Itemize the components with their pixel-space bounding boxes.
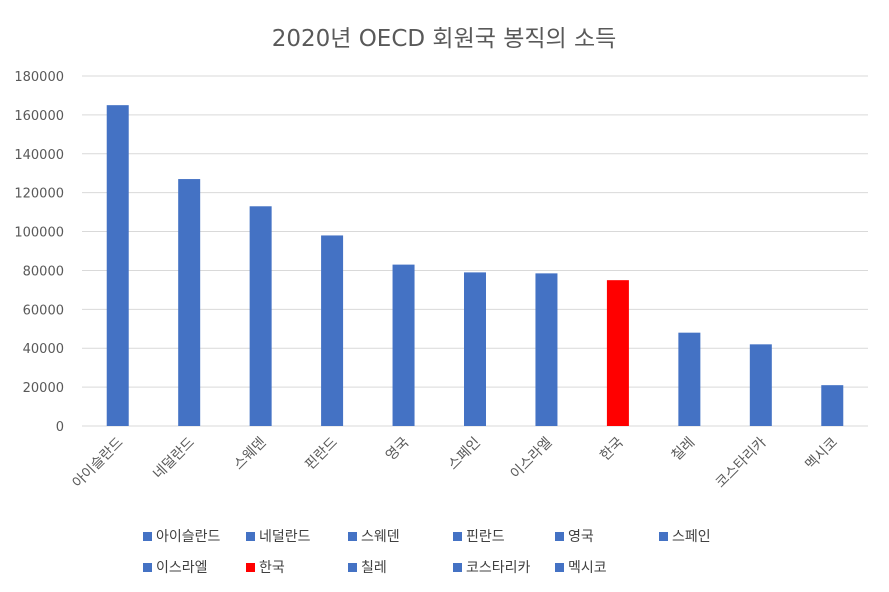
x-tick-label: 칠레 [669,435,699,465]
y-tick-label: 120000 [14,187,64,202]
legend-label: 핀란드 [466,529,505,545]
legend-swatch [246,532,255,541]
y-tick-label: 80000 [23,264,64,279]
bar [821,385,844,426]
legend-label: 영국 [568,529,594,545]
bar [392,264,415,426]
legend-swatch [453,563,462,572]
legend-label: 네덜란드 [259,529,311,545]
y-tick-label: 140000 [14,148,64,163]
x-tick-label: 한국 [597,434,627,464]
legend-label: 스페인 [672,529,711,545]
legend-label: 이스라엘 [156,560,208,576]
x-tick-label: 네덜란드 [150,434,198,482]
x-axis-ticks: 아이슬란드 네덜란드 스웨덴 핀란드 영국 스페인 이스라엘 한국 칠레 코스타리카 멕시코 [70,434,841,491]
legend-swatch [246,563,255,572]
x-tick-label: 영국 [383,434,413,464]
x-tick-label: 멕시코 [802,434,841,473]
bar [464,272,486,426]
legend-label: 칠레 [361,560,387,576]
bar [535,273,558,426]
legend-swatch [348,532,357,541]
legend-swatch [555,532,564,541]
bar [678,332,701,426]
y-tick-label: 0 [56,420,64,435]
legend-label: 스웨덴 [361,529,400,545]
bars [106,105,844,427]
legend-swatch [555,563,564,572]
y-tick-label: 20000 [23,381,64,396]
x-tick-label: 아이슬란드 [70,434,127,491]
y-tick-label: 180000 [14,70,64,85]
legend-swatch [453,532,462,541]
legend-swatch [143,563,152,572]
bar [321,235,344,426]
gridlines [82,75,868,427]
x-tick-label: 스페인 [445,435,484,474]
legend-label: 코스타리카 [466,560,531,576]
legend-label: 한국 [259,560,285,576]
x-tick-label: 이스라엘 [508,435,556,483]
bar [249,206,272,426]
legend-label: 아이슬란드 [156,529,221,545]
bar [749,344,772,426]
x-tick-label: 코스타리카 [713,434,770,491]
legend-swatch [659,532,668,541]
legend-swatch [348,563,357,572]
x-tick-label: 핀란드 [302,434,341,473]
y-tick-label: 40000 [23,342,64,357]
chart-title: 2020년 OECD 회원국 봉직의 소득 [272,26,617,52]
x-tick-label: 스웨덴 [231,435,270,474]
y-tick-label: 100000 [14,226,64,241]
bar [106,105,129,427]
legend-label: 멕시코 [568,560,607,576]
y-tick-label: 160000 [14,109,64,124]
legend-swatch [143,532,152,541]
y-axis-ticks: 0 20000 40000 60000 80000 100000 120000 140000 1… [14,70,64,435]
bar [178,179,201,426]
bar [606,280,629,426]
y-tick-label: 60000 [23,303,64,318]
